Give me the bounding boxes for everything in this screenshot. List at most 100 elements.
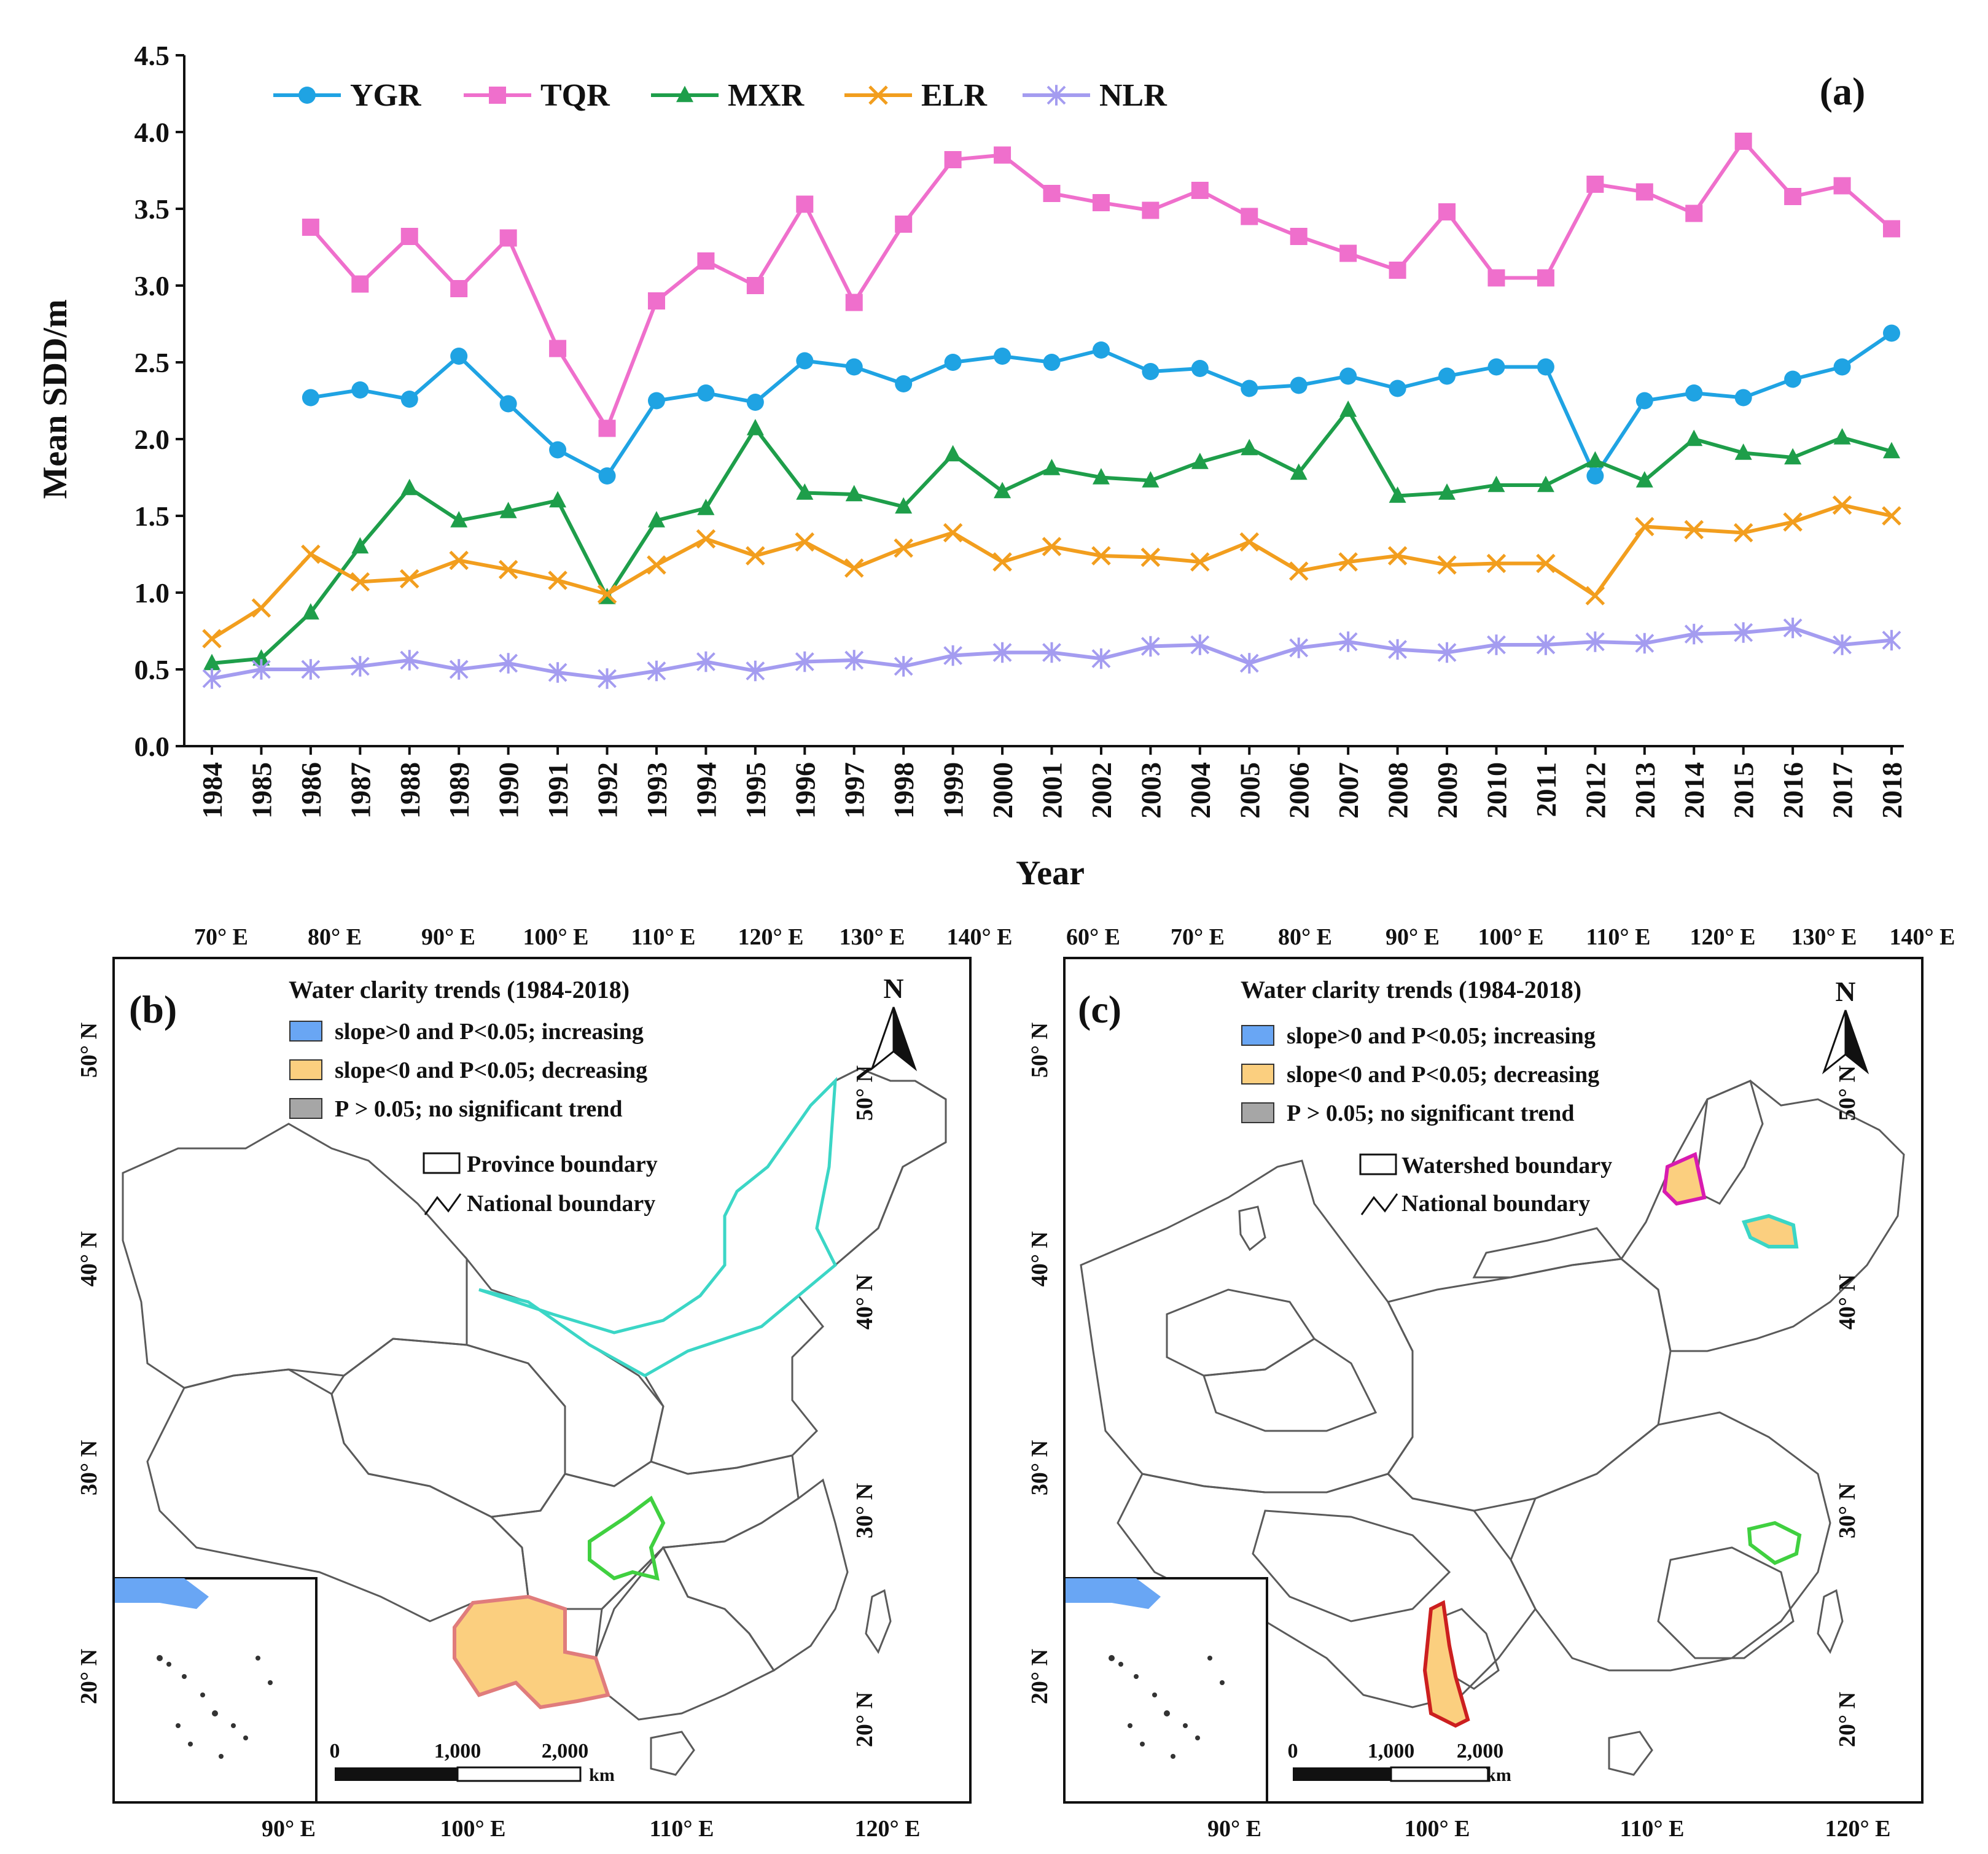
legend-marker — [298, 87, 316, 104]
legend-entry-tqr: TQR — [464, 78, 610, 113]
left-lat-label: 50° N — [1027, 1022, 1053, 1078]
bottom-lon-label: 90° E — [262, 1816, 316, 1842]
watershed-red-outlined — [1422, 1600, 1470, 1728]
data-point-elr — [301, 544, 321, 564]
legend-marker — [1047, 85, 1066, 106]
data-point-tqr — [1487, 269, 1505, 287]
data-point-nlr — [647, 660, 666, 682]
data-point-elr — [548, 571, 567, 590]
legend-label: ELR — [921, 78, 988, 113]
data-point-elr — [696, 529, 716, 549]
legend-national-line-icon — [1360, 1193, 1398, 1215]
data-point-nlr — [795, 651, 814, 672]
watershed-gray-northeast — [1694, 1079, 1764, 1205]
north-arrow-letter: N — [1835, 976, 1855, 1007]
left-lat-label: 40° N — [1027, 1231, 1053, 1287]
data-point-mxr — [400, 478, 418, 496]
data-point-tqr — [1339, 244, 1357, 262]
inset-land — [1064, 1578, 1161, 1609]
map-c-graticule-labels: 60° E 70° E 80° E 90° E 100° E 110° E 120° E 13… — [1027, 924, 1955, 1842]
left-lat-label: 30° N — [1027, 1440, 1053, 1495]
north-arrow-icon: N — [870, 973, 918, 1072]
legend-marker — [868, 85, 888, 105]
data-point-mxr — [994, 481, 1012, 499]
data-point-tqr — [895, 216, 913, 233]
data-point-nlr — [1140, 636, 1160, 657]
watershed-gray-mongolia — [1472, 1227, 1623, 1279]
data-point-tqr — [598, 419, 616, 437]
legend-label-boundary: Province boundary — [467, 1151, 658, 1177]
top-lon-label: 70° E — [1171, 924, 1225, 950]
data-point-tqr — [1537, 269, 1554, 287]
top-lon-label: 130° E — [839, 924, 905, 950]
map-c-frame — [1063, 957, 1924, 1804]
data-point-mxr — [1092, 468, 1110, 485]
data-point-mxr — [1635, 471, 1653, 488]
legend-title: Water clarity trends (1984-2018) — [1241, 976, 1581, 1003]
scale-label-1000: 1,000 — [1368, 1740, 1415, 1762]
series-ygr — [302, 324, 1900, 485]
legend-label-no-trend: P > 0.05; no significant trend — [335, 1096, 623, 1122]
data-point-elr — [1190, 552, 1210, 572]
data-point-mxr — [549, 491, 567, 508]
data-point-mxr — [895, 497, 913, 514]
legend-entry-ygr: YGR — [273, 78, 422, 113]
bottom-lon-label: 110° E — [650, 1816, 714, 1842]
data-point-tqr — [549, 340, 567, 357]
x-tick-label: 1998 — [888, 762, 919, 819]
data-point-mxr — [1734, 443, 1752, 460]
x-tick-label: 1991 — [542, 762, 574, 819]
x-tick-label: 2013 — [1629, 762, 1661, 819]
top-lon-label: 140° E — [1889, 924, 1955, 950]
right-lat-label: 20° N — [1834, 1692, 1860, 1747]
series-line-tqr — [309, 138, 1893, 433]
data-point-mxr — [1142, 471, 1160, 488]
x-tick-label: 2012 — [1580, 762, 1611, 819]
data-point-mxr — [1290, 463, 1308, 480]
map-b-legend: Water clarity trends (1984-2018) slope>0… — [289, 976, 658, 1217]
data-point-elr — [1882, 506, 1901, 526]
north-arrow-letter: N — [883, 973, 903, 1004]
data-point-ygr — [1833, 358, 1851, 376]
legend-entry-mxr: MXR — [651, 78, 805, 113]
data-point-elr — [498, 559, 518, 580]
panel-c-map: 60° E 70° E 80° E 90° E 100° E 110° E 120° E 13… — [1027, 924, 1955, 1842]
legend-label-decreasing: slope<0 and P<0.05; decreasing — [335, 1057, 647, 1083]
inset-land — [114, 1578, 209, 1609]
data-point-tqr — [351, 275, 369, 293]
x-tick-label: 1984 — [197, 762, 228, 819]
data-point-ygr — [1290, 376, 1308, 394]
data-point-tqr — [1635, 183, 1653, 201]
data-point-ygr — [351, 381, 369, 399]
series-elr — [202, 495, 1901, 649]
data-point-ygr — [994, 348, 1012, 365]
data-point-nlr — [1635, 633, 1655, 654]
data-point-ygr — [1043, 354, 1061, 371]
bottom-lon-label: 100° E — [440, 1816, 505, 1842]
data-point-mxr — [1833, 428, 1851, 445]
data-point-ygr — [1734, 389, 1752, 407]
data-point-nlr — [1289, 637, 1309, 658]
y-tick-label: 1.5 — [134, 501, 170, 532]
data-point-mxr — [1883, 442, 1900, 459]
data-point-tqr — [1389, 262, 1406, 279]
data-point-nlr — [598, 668, 617, 689]
bottom-lon-label: 100° E — [1404, 1816, 1470, 1842]
legend-swatch-increasing — [289, 1021, 322, 1042]
data-point-mxr — [1487, 475, 1505, 493]
x-tick-label: 2006 — [1284, 762, 1315, 819]
data-point-nlr — [696, 651, 715, 672]
x-tick-label: 2002 — [1086, 762, 1117, 819]
x-tick-label: 1988 — [394, 762, 426, 819]
watershed-cyan-outlined — [1741, 1213, 1799, 1248]
x-tick-label: 2014 — [1678, 762, 1710, 819]
data-point-nlr — [1437, 642, 1457, 663]
highlight-green-outline — [588, 1495, 666, 1581]
data-point-nlr — [1091, 648, 1111, 669]
right-lat-label: 50° N — [852, 1065, 878, 1121]
data-point-nlr — [844, 650, 864, 671]
data-point-elr — [1486, 553, 1507, 574]
x-tick-label: 2015 — [1728, 762, 1760, 819]
data-point-elr — [350, 572, 370, 592]
x-tick-label: 2008 — [1382, 762, 1414, 819]
